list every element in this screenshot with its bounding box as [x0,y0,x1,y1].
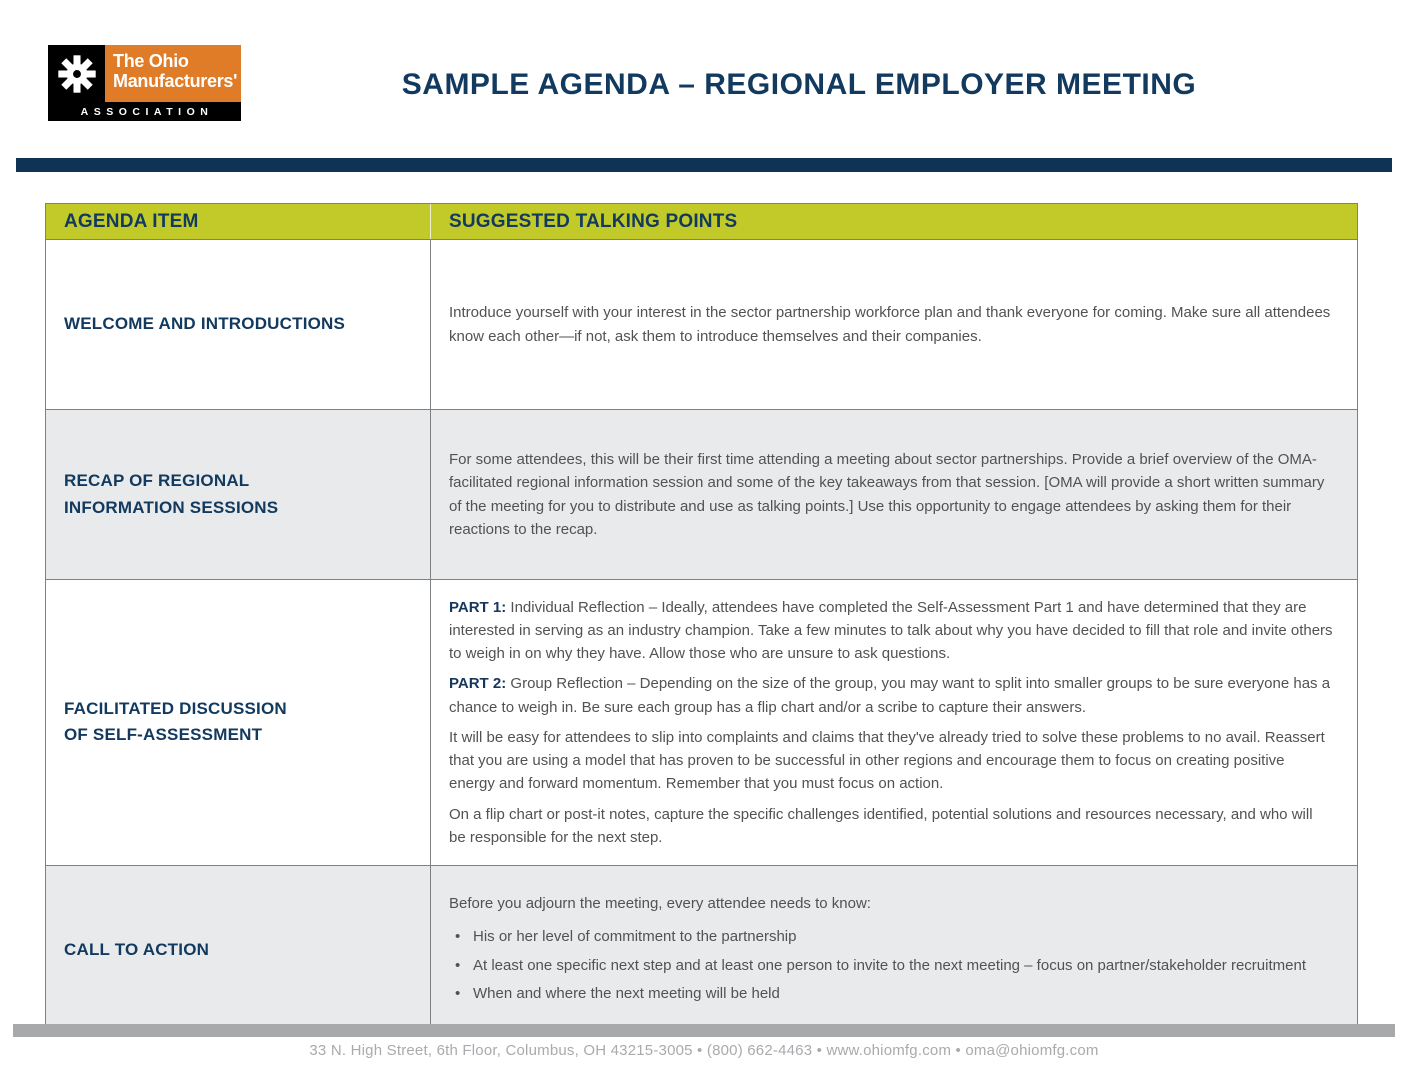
agenda-item-cell: RECAP OF REGIONAL INFORMATION SESSIONS [46,410,431,579]
bullet-text: When and where the next meeting will be … [473,984,780,1002]
agenda-item-cell: FACILITATED DISCUSSION OF SELF-ASSESSMEN… [46,580,431,865]
bullet-icon: • [455,956,461,974]
talking-point-paragraph: Introduce yourself with your interest in… [449,304,1331,345]
talking-points-cell: For some attendees, this will be their f… [431,410,1357,579]
agenda-item-label: WELCOME AND INTRODUCTIONS [64,314,346,334]
agenda-item-label: CALL TO ACTION [64,939,210,959]
oma-logo: The Ohio Manufacturers' ASSOCIATION [48,45,241,121]
footer-divider-bar [13,1024,1395,1037]
talking-points-cell: PART 1: Individual Reflection – Ideally,… [431,580,1357,865]
column-header-agenda-item: AGENDA ITEM [46,204,431,239]
table-row: WELCOME AND INTRODUCTIONS Introduce yours… [46,239,1357,409]
header-divider-bar [16,158,1392,172]
agenda-item-cell: WELCOME AND INTRODUCTIONS [46,240,431,409]
logo-name-line1: The Ohio [113,51,189,71]
bullet-item: • At least one specific next step and at … [449,954,1333,977]
agenda-table-body: WELCOME AND INTRODUCTIONS Introduce yours… [46,239,1357,1035]
logo-top: The Ohio Manufacturers' [48,45,241,102]
logo-name: The Ohio Manufacturers' [105,45,241,102]
bullet-item: • His or her level of commitment to the p… [449,925,1333,948]
bullet-icon: • [455,984,461,1002]
table-row: RECAP OF REGIONAL INFORMATION SESSIONS Fo… [46,409,1357,579]
agenda-item-label: FACILITATED DISCUSSION OF SELF-ASSESSMEN… [64,698,287,745]
bullet-list: • His or her level of commitment to the p… [449,920,1333,1010]
talking-points-cell: Before you adjourn the meeting, every at… [431,866,1357,1035]
footer-contact-info: 33 N. High Street, 6th Floor, Columbus, … [309,1042,1099,1059]
logo-association-strip: ASSOCIATION [48,102,241,121]
talking-point-paragraph: Before you adjourn the meeting, every at… [449,894,871,912]
talking-point-paragraph: PART 2: Group Reflection – Depending on … [449,675,1331,716]
agenda-item-cell: CALL TO ACTION [46,865,431,1035]
talking-point-paragraph: It will be easy for attendees to slip in… [449,728,1325,793]
gear-icon [48,45,105,102]
column-header-talking-points: SUGGESTED TALKING POINTS [449,210,738,232]
talking-point-paragraph: PART 1: Individual Reflection – Ideally,… [449,598,1333,663]
table-header-row: AGENDA ITEM SUGGESTED TALKING POINTS [46,204,1357,239]
agenda-item-label: RECAP OF REGIONAL INFORMATION SESSIONS [64,471,279,517]
logo-name-line2: Manufacturers' [113,71,238,92]
talking-points-cell: Introduce yourself with your interest in… [431,240,1357,409]
part-label: PART 1: [449,598,507,616]
bullet-icon: • [455,928,461,946]
talking-point-paragraph: For some attendees, this will be their f… [449,451,1325,538]
table-row: CALL TO ACTION Before you adjourn the mee… [46,864,1357,1035]
part-label: PART 2: [449,675,507,693]
bullet-item: • When and where the next meeting will be… [449,982,1333,1005]
bullet-text: His or her level of commitment to the pa… [473,928,797,946]
table-row: FACILITATED DISCUSSION OF SELF-ASSESSMEN… [46,579,1357,865]
page-title: SAMPLE AGENDA – REGIONAL EMPLOYER MEETIN… [401,68,1197,101]
agenda-table: AGENDA ITEM SUGGESTED TALKING POINTS WEL… [45,203,1358,1036]
bullet-text: At least one specific next step and at l… [473,956,1306,974]
talking-point-paragraph: On a flip chart or post-it notes, captur… [449,805,1313,846]
